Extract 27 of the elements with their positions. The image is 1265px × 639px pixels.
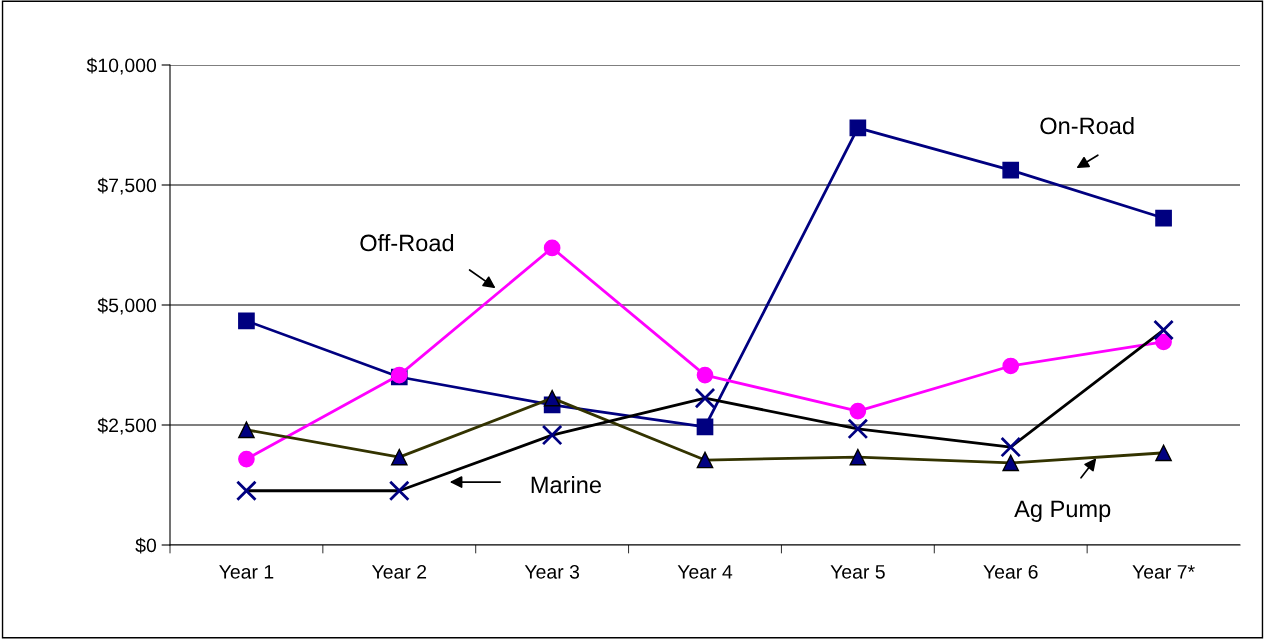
point [543,239,561,257]
x-tick-label: Year 5 [830,565,885,579]
y-tick-label: $10,000 [86,57,157,75]
x-tick-label: Year 7* [1132,565,1195,579]
text: Off-Road [360,234,454,252]
point [238,312,255,330]
point [238,450,255,468]
point [1002,161,1020,179]
point [1002,357,1020,375]
x-tick-label: Year 3 [524,564,580,579]
x-tick-label: Year 1 [219,565,274,579]
point [1155,209,1172,227]
point [1155,333,1172,351]
point [696,366,714,384]
y-tick-label: $0 [135,537,157,554]
point [849,402,867,420]
series-label: On-Road [1040,116,1134,135]
y-tick-label: $7,500 [97,177,157,195]
series-label: Ag Pump [1014,500,1111,522]
y-tick-label: $5,000 [97,297,157,315]
x-tick-label: Year 2 [371,564,427,579]
y-tick-label: $2,500 [97,417,157,435]
x-tick-label: Year 4 [677,565,733,579]
point [849,119,867,137]
legend-label: Marine [531,475,601,494]
point [696,418,714,436]
x-tick-label: Year 6 [983,564,1038,579]
